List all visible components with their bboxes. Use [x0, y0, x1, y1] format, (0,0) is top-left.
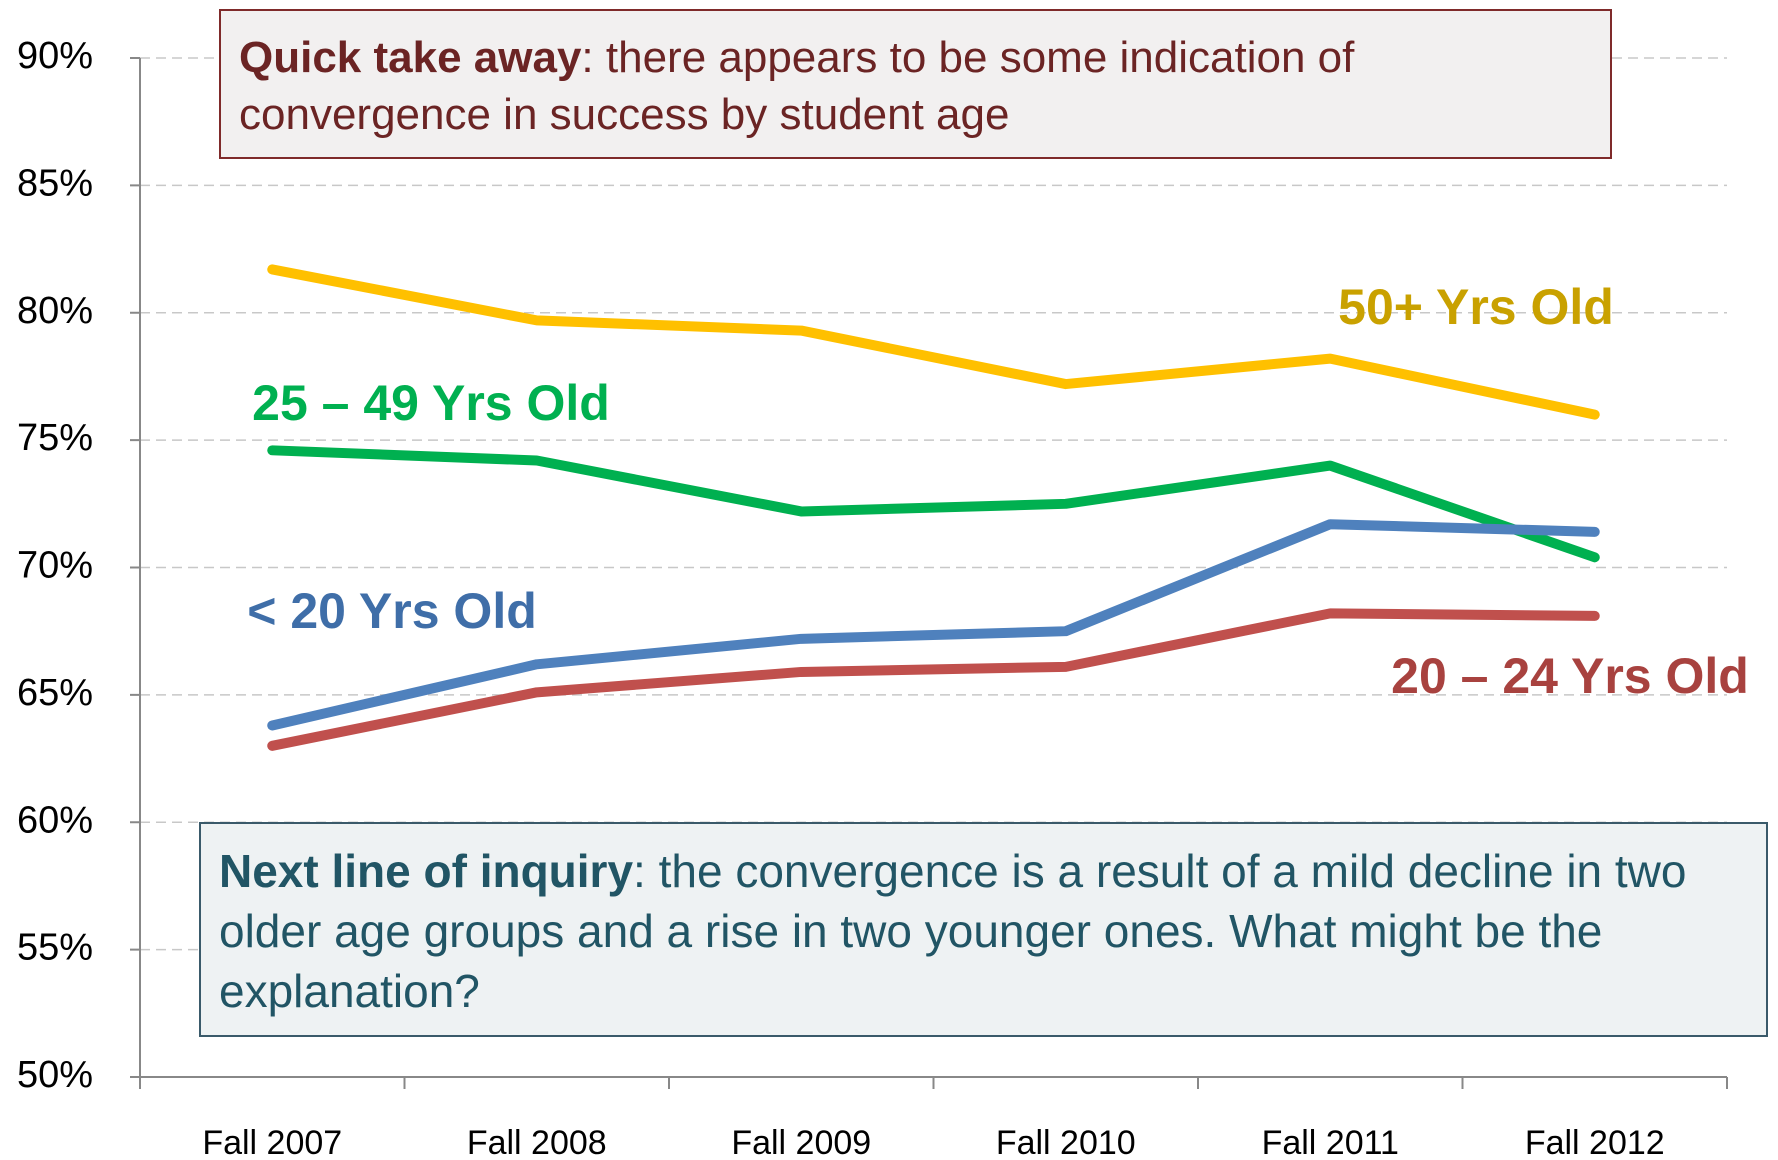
series-line [267, 445, 1600, 563]
series-line [267, 519, 1600, 731]
x-tick-label: Fall 2011 [1262, 1124, 1399, 1160]
series-label: 20 – 24 Yrs Old [1391, 648, 1749, 704]
y-tick-label: 75% [17, 417, 93, 459]
x-tick-label: Fall 2010 [996, 1124, 1136, 1160]
annotation-text: : there appears to be some indication of… [239, 33, 1355, 140]
y-tick-label: 55% [17, 927, 93, 969]
x-tick-label: Fall 2007 [202, 1124, 342, 1160]
x-tick-label: Fall 2009 [731, 1124, 871, 1160]
annotation-box: Next line of inquiry: the convergence is… [199, 822, 1768, 1038]
y-tick-label: 65% [17, 672, 93, 714]
y-tick-label: 70% [17, 545, 93, 587]
series-label: 25 – 49 Yrs Old [252, 375, 610, 431]
annotation-bold: Quick take away [239, 33, 582, 82]
y-tick-label: 50% [17, 1054, 93, 1096]
series-label: 50+ Yrs Old [1338, 279, 1614, 335]
y-tick-label: 90% [17, 35, 93, 77]
annotation-bold: Next line of inquiry [219, 845, 634, 897]
y-tick-label: 80% [17, 290, 93, 332]
series-line [267, 608, 1600, 751]
y-tick-label: 85% [17, 162, 93, 204]
x-tick-label: Fall 2008 [467, 1124, 607, 1160]
series-label: < 20 Yrs Old [247, 583, 537, 639]
series-line [267, 264, 1600, 420]
annotation-text: : the convergence is a result of a mild … [219, 845, 1687, 1017]
y-tick-label: 60% [17, 799, 93, 841]
annotation-box: Quick take away: there appears to be som… [219, 9, 1612, 160]
x-tick-label: Fall 2012 [1525, 1124, 1665, 1160]
